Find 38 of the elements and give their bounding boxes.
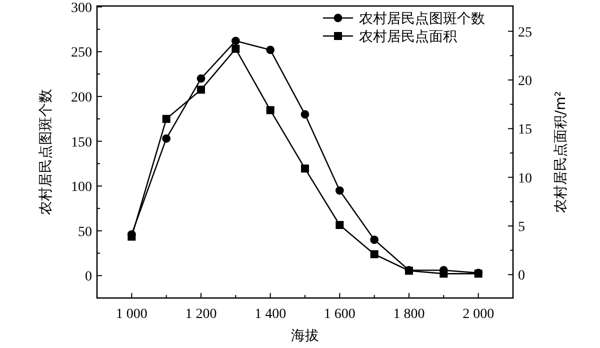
y-tick-label: 250 bbox=[71, 46, 92, 61]
point bbox=[301, 164, 309, 173]
y-tick-label: 300 bbox=[71, 0, 92, 16]
point bbox=[370, 250, 378, 258]
point bbox=[197, 86, 205, 94]
x-tick-label: 1 200 bbox=[185, 307, 217, 322]
point bbox=[335, 186, 344, 195]
point bbox=[300, 110, 310, 119]
point bbox=[231, 36, 240, 46]
y2-tick-label: 20 bbox=[518, 74, 532, 89]
x-tick-label: 1 400 bbox=[254, 307, 286, 322]
x-tick-label: 1 000 bbox=[116, 307, 148, 322]
x-tick-label: 1 800 bbox=[393, 307, 425, 322]
point bbox=[232, 44, 240, 53]
x-axis-title: 海拔 bbox=[291, 328, 319, 344]
y2-tick-label: 0 bbox=[518, 268, 525, 284]
y-tick-label: 50 bbox=[78, 224, 92, 240]
y2-tick-label: 25 bbox=[518, 25, 532, 40]
y-tick-label: 0 bbox=[85, 270, 92, 285]
y2-tick-label: 10 bbox=[518, 171, 532, 186]
y2-tick-label: 15 bbox=[518, 122, 532, 138]
y2-axis-title: 农村居民点面积/m² bbox=[553, 91, 569, 213]
legend-label: 农村居民点面积 bbox=[359, 29, 457, 45]
point bbox=[370, 236, 379, 244]
point bbox=[196, 74, 206, 83]
y-tick-label: 150 bbox=[71, 135, 92, 150]
x-tick-label: 2 000 bbox=[462, 307, 494, 322]
point bbox=[162, 114, 170, 123]
x-tick-label: 1 600 bbox=[324, 307, 356, 322]
point bbox=[266, 106, 274, 114]
y2-tick-label: 5 bbox=[518, 220, 525, 235]
point bbox=[162, 134, 171, 143]
y-tick-label: 200 bbox=[71, 90, 92, 106]
point bbox=[336, 221, 344, 229]
legend-label: 农村居民点图斑个数 bbox=[359, 11, 485, 27]
y-tick-label: 100 bbox=[71, 180, 92, 196]
point bbox=[266, 46, 275, 54]
y-axis-title: 农村居民点图斑个数 bbox=[38, 89, 54, 215]
